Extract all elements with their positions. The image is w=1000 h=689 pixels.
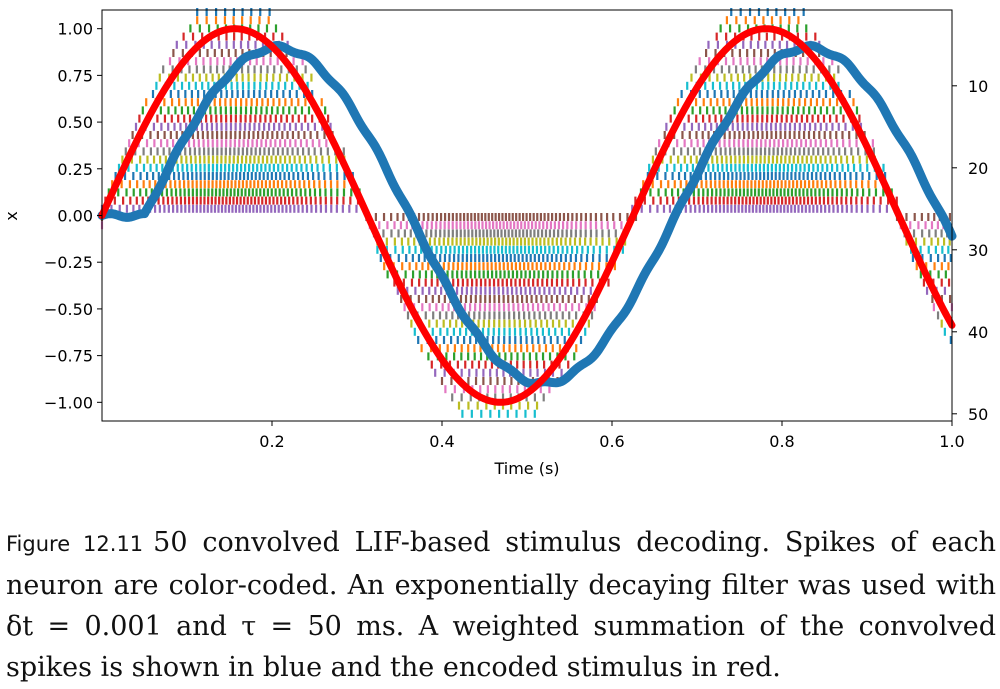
right-tick-label: 50	[968, 405, 988, 424]
x-axis-ticks: 0.2 0.4 0.6 0.8 1.0	[259, 421, 965, 451]
y-tick-label: 0.75	[57, 66, 93, 85]
x-tick-label: 0.8	[769, 432, 794, 451]
y-axis-label: x	[2, 211, 21, 220]
y-tick-label: −0.25	[44, 253, 93, 272]
x-tick-label: 0.2	[259, 432, 284, 451]
x-tick-label: 1.0	[939, 432, 964, 451]
y-tick-label: 0.00	[57, 207, 93, 226]
right-tick-label: 40	[968, 323, 988, 342]
right-tick-label: 10	[968, 77, 988, 96]
y-tick-label: 0.50	[57, 113, 93, 132]
y-axis-ticks: 1.00 0.75 0.50 0.25 0.00 −0.25 −0.50 −0.75 −1.00	[44, 20, 102, 412]
stimulus-line	[98, 25, 956, 406]
y-tick-label: 1.00	[57, 20, 93, 39]
y-tick-label: −0.50	[44, 300, 93, 319]
y-tick-label: 0.25	[57, 160, 93, 179]
x-tick-label: 0.4	[429, 432, 454, 451]
x-tick-label: 0.6	[599, 432, 624, 451]
caption-text: 50 convolved LIF-based stimulus decoding…	[6, 527, 996, 683]
right-axis-ticks: 10 20 30 40 50	[952, 77, 988, 424]
figure-caption: Figure 12.11 50 convolved LIF-based stimu…	[6, 522, 996, 688]
y-tick-label: −0.75	[44, 347, 93, 366]
right-tick-label: 20	[968, 159, 988, 178]
figure-label: Figure 12.11	[6, 532, 144, 556]
decoded-signal-line	[97, 41, 957, 388]
chart: 0.2 0.4 0.6 0.8 1.0 1.00 0.75 0.50 0.25 0.00 −0.2…	[2, 8, 988, 478]
y-tick-label: −1.00	[44, 393, 93, 412]
x-axis-label: Time (s)	[493, 459, 559, 478]
right-tick-label: 30	[968, 241, 988, 260]
